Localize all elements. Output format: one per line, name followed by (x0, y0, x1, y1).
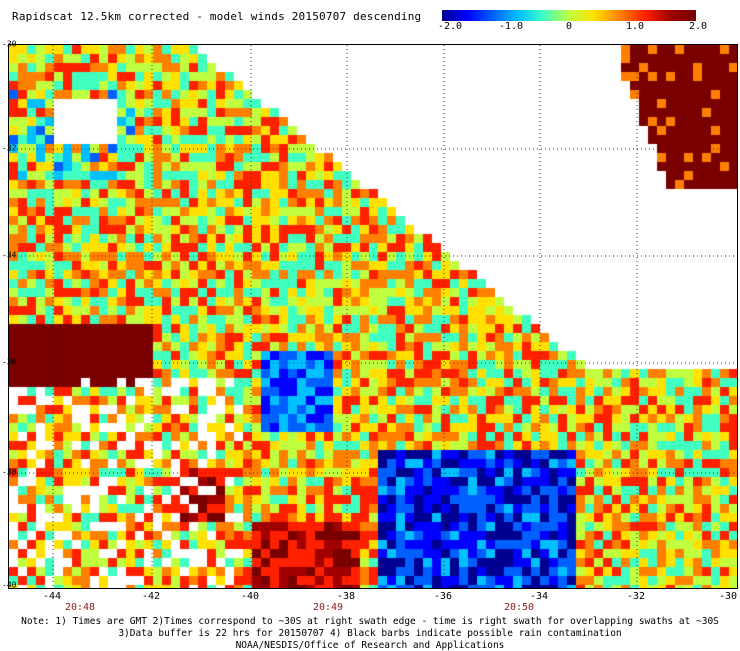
lat-lon-gridlines (9, 45, 737, 588)
swath-time-label: 20:48 (64, 602, 96, 613)
lat-tick-label: -36 (2, 357, 17, 367)
lon-tick-label: -32 (626, 591, 646, 602)
footnote-line-1: Note: 1) Times are GMT 2)Times correspon… (21, 616, 719, 627)
lon-tick-label: -36 (433, 591, 453, 602)
lon-tick-label: -30 (718, 591, 738, 602)
lat-tick-label: -40 (2, 580, 17, 590)
lon-tick-label: -42 (141, 591, 161, 602)
colorbar-label: -2.0 (437, 21, 463, 32)
colorbar-label: 2.0 (688, 21, 708, 32)
colorbar (442, 10, 696, 21)
lon-tick-label: -38 (336, 591, 356, 602)
chart-title: Rapidscat 12.5km corrected - model winds… (12, 10, 422, 23)
swath-time-label: 20:50 (503, 602, 535, 613)
lon-tick-label: -34 (529, 591, 549, 602)
swath-time-label: 20:49 (312, 602, 344, 613)
lat-tick-label: -34 (2, 250, 17, 260)
footnote-line-2: 3)Data buffer is 22 hrs for 20150707 4) … (118, 628, 622, 639)
lat-tick-label: -32 (2, 143, 17, 153)
map-plot-area (8, 44, 738, 589)
wind-difference-grid (9, 45, 737, 588)
colorbar-label: 0 (565, 21, 573, 32)
footnote-credit: NOAA/NESDIS/Office of Research and Appli… (235, 640, 505, 651)
lon-tick-label: -44 (42, 591, 62, 602)
colorbar-label: 1.0 (625, 21, 645, 32)
colorbar-label: -1.0 (498, 21, 524, 32)
lat-tick-label: -38 (2, 467, 17, 477)
lat-tick-label: -30 (2, 39, 17, 49)
lon-tick-label: -40 (240, 591, 260, 602)
